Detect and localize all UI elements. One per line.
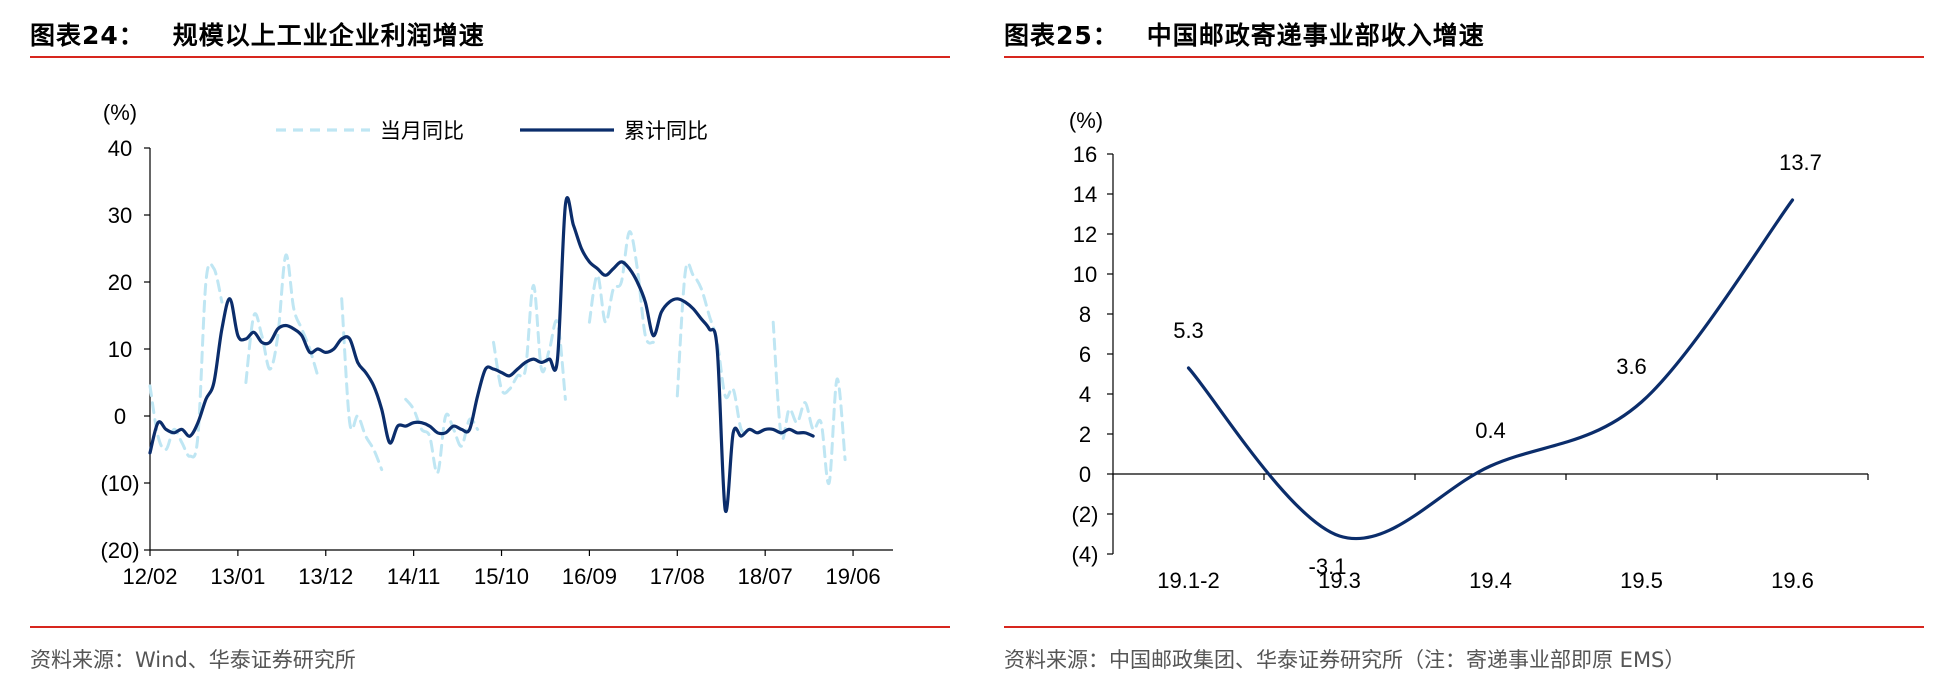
x-tick-label: 19.6 <box>1771 568 1814 593</box>
y-tick-label: 14 <box>1073 182 1097 207</box>
x-tick-label: 16/09 <box>562 564 617 589</box>
x-tick-label: 17/08 <box>650 564 705 589</box>
y-axis-label: (%) <box>1069 108 1103 133</box>
y-tick-label: 2 <box>1079 422 1091 447</box>
data-label: 13.7 <box>1779 150 1822 175</box>
title-rule <box>1004 56 1924 58</box>
series-line-1 <box>148 230 847 485</box>
y-tick-label: (20) <box>100 538 139 563</box>
source-note: 资料来源：中国邮政集团、华泰证券研究所（注：寄递事业部即原 EMS） <box>1004 648 1686 672</box>
left-panel: 图表24： 规模以上工业企业利润增速 (%) 40 30 20 10 0 (10) (20) 12… <box>0 0 960 684</box>
y-tick-label: (10) <box>100 471 139 496</box>
y-tick-label: 0 <box>1079 462 1091 487</box>
source-note: 资料来源：Wind、华泰证券研究所 <box>30 648 356 672</box>
x-tick-label: 19.3 <box>1318 568 1361 593</box>
y-tick-label: 6 <box>1079 342 1091 367</box>
x-tick-label: 19.4 <box>1469 568 1512 593</box>
source-rule <box>1004 626 1924 628</box>
y-tick-label: 12 <box>1073 222 1097 247</box>
legend-label: 累计同比 <box>624 120 708 143</box>
x-tick-label: 19.5 <box>1620 568 1663 593</box>
y-tick-label: 30 <box>108 203 132 228</box>
x-tick-label: 13/01 <box>210 564 265 589</box>
legend-label: 当月同比 <box>380 120 464 143</box>
y-tick-label: 20 <box>108 270 132 295</box>
chart-number: 图表24： <box>30 21 145 50</box>
y-tick-label: 40 <box>108 136 132 161</box>
y-tick-label: 4 <box>1079 382 1091 407</box>
x-tick-label: 19.1-2 <box>1157 568 1219 593</box>
series-line <box>1186 198 1795 541</box>
source-rule <box>30 626 950 628</box>
chart-title: 图表24： 规模以上工业企业利润增速 <box>30 16 485 52</box>
x-tick-label: 15/10 <box>474 564 529 589</box>
data-label: -3.1 <box>1309 554 1347 579</box>
y-tick-label: 10 <box>1073 262 1097 287</box>
right-panel: 图表25： 中国邮政寄递事业部收入增速 (%) 16 14 12 10 8 6 4 2 0 (2) (4… <box>1000 0 1944 684</box>
x-tick-label: 18/07 <box>738 564 793 589</box>
y-tick-label: (2) <box>1072 502 1099 527</box>
x-tick-label: 14/11 <box>387 564 440 589</box>
x-tick-label: 19/06 <box>826 564 881 589</box>
profit-growth-chart: (%) 40 30 20 10 0 (10) (20)12/02 13/01 13/12 14/11… <box>100 100 893 589</box>
data-label: 0.4 <box>1475 418 1506 443</box>
x-tick-label: 12/02 <box>122 564 177 589</box>
data-label: 3.6 <box>1616 354 1647 379</box>
y-tick-label: 10 <box>108 337 132 362</box>
y-tick-label: 8 <box>1079 302 1091 327</box>
title-rule <box>30 56 950 58</box>
ems-revenue-chart: (%) 16 14 12 10 8 6 4 2 0 (2) (4) 19.1-2 19.3 19.4 19.5… <box>1069 108 1869 593</box>
x-tick-label: 13/12 <box>298 564 353 589</box>
y-tick-label: 0 <box>114 404 126 429</box>
series-line-2 <box>148 196 815 514</box>
chart-number: 图表25： <box>1004 21 1119 50</box>
y-tick-label: (4) <box>1072 542 1099 567</box>
chart-title: 图表25： 中国邮政寄递事业部收入增速 <box>1004 16 1485 52</box>
chart-title-text: 中国邮政寄递事业部收入增速 <box>1146 21 1485 50</box>
data-label: 5.3 <box>1173 318 1204 343</box>
y-tick-label: 16 <box>1073 142 1097 167</box>
y-axis-label: (%) <box>103 100 137 125</box>
chart-title-text: 规模以上工业企业利润增速 <box>172 21 485 50</box>
